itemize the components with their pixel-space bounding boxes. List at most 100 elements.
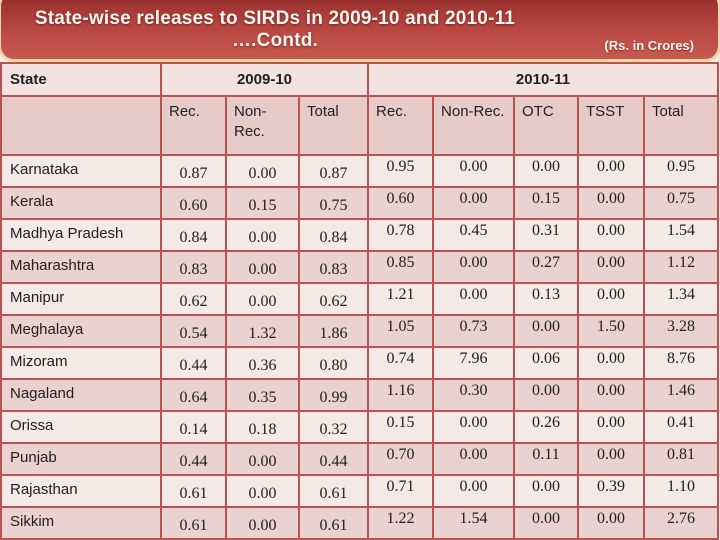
- value-cell: 1.54: [432, 506, 516, 540]
- value-cell: 0.36: [225, 346, 300, 380]
- value-cell: 0.14: [160, 410, 227, 444]
- value-cell: 0.44: [297, 442, 370, 476]
- state-cell: Mizoram: [0, 346, 162, 380]
- value-cell: 0.81: [643, 442, 720, 476]
- title-bar: [0, 0, 720, 62]
- value-cell: 0.61: [297, 474, 370, 508]
- value-cell: 8.76: [643, 346, 720, 380]
- value-cell: 0.87: [160, 154, 227, 188]
- table-row: Manipur 0.62 0.00 0.62 1.21 0.00 0.13 0.…: [0, 282, 720, 316]
- value-cell: 2.76: [643, 506, 720, 540]
- value-cell: 0.00: [577, 506, 646, 540]
- state-cell: Maharashtra: [0, 250, 162, 284]
- value-cell: 0.00: [225, 442, 300, 476]
- value-cell: 0.15: [225, 186, 300, 220]
- value-cell: 0.60: [160, 186, 227, 220]
- value-cell: 0.00: [577, 410, 646, 444]
- value-cell: 1.22: [367, 506, 435, 540]
- value-cell: 0.78: [367, 218, 435, 252]
- value-cell: 0.95: [367, 154, 435, 188]
- state-cell: Punjab: [0, 442, 162, 476]
- value-cell: 0.00: [577, 282, 646, 316]
- value-cell: 0.00: [225, 506, 300, 540]
- value-cell: 0.61: [160, 506, 227, 540]
- value-cell: 0.75: [297, 186, 370, 220]
- value-cell: 0.74: [367, 346, 435, 380]
- table-row: Mizoram 0.44 0.36 0.80 0.74 7.96 0.06 0.…: [0, 346, 720, 380]
- table-row: Orissa 0.14 0.18 0.32 0.15 0.00 0.26 0.0…: [0, 410, 720, 444]
- subheader-rec-2009: Rec.: [160, 95, 227, 156]
- value-cell: 0.73: [432, 314, 516, 348]
- value-cell: 0.00: [513, 314, 580, 348]
- subheader-nonrec-2009: Non-Rec.: [225, 95, 300, 156]
- state-cell: Rajasthan: [0, 474, 162, 508]
- value-cell: 1.21: [367, 282, 435, 316]
- value-cell: 0.83: [160, 250, 227, 284]
- year-group-2010-11: 2010-11: [367, 62, 720, 97]
- value-cell: 0.95: [643, 154, 720, 188]
- value-cell: 1.86: [297, 314, 370, 348]
- table-row: Madhya Pradesh 0.84 0.00 0.84 0.78 0.45 …: [0, 218, 720, 252]
- value-cell: 0.87: [297, 154, 370, 188]
- value-cell: 0.99: [297, 378, 370, 412]
- value-cell: 0.84: [160, 218, 227, 252]
- value-cell: 3.28: [643, 314, 720, 348]
- page-title: State-wise releases to SIRDs in 2009-10 …: [34, 8, 516, 51]
- value-cell: 1.16: [367, 378, 435, 412]
- value-cell: 0.39: [577, 474, 646, 508]
- subheader-tsst-2010: TSST: [577, 95, 646, 156]
- value-cell: 0.00: [432, 410, 516, 444]
- value-cell: 0.00: [432, 442, 516, 476]
- table-row: Kerala 0.60 0.15 0.75 0.60 0.00 0.15 0.0…: [0, 186, 720, 220]
- value-cell: 0.00: [432, 282, 516, 316]
- value-cell: 0.64: [160, 378, 227, 412]
- value-cell: 0.35: [225, 378, 300, 412]
- subheader-total-2010: Total: [643, 95, 720, 156]
- value-cell: 0.00: [432, 186, 516, 220]
- value-cell: 0.00: [577, 154, 646, 188]
- value-cell: 0.00: [225, 282, 300, 316]
- unit-note: (Rs. in Crores): [604, 38, 694, 53]
- value-cell: 1.50: [577, 314, 646, 348]
- value-cell: 0.00: [432, 474, 516, 508]
- sub-header-row: Rec. Non-Rec. Total Rec. Non-Rec. OTC TS…: [0, 95, 720, 156]
- table-row: Sikkim 0.61 0.00 0.61 1.22 1.54 0.00 0.0…: [0, 506, 720, 540]
- value-cell: 0.00: [225, 154, 300, 188]
- subheader-rec-2010: Rec.: [367, 95, 435, 156]
- value-cell: 0.62: [297, 282, 370, 316]
- value-cell: 0.00: [225, 218, 300, 252]
- value-cell: 0.11: [513, 442, 580, 476]
- value-cell: 0.61: [160, 474, 227, 508]
- value-cell: 0.32: [297, 410, 370, 444]
- group-header-row: State 2009-10 2010-11: [0, 62, 720, 97]
- value-cell: 0.00: [513, 506, 580, 540]
- table-row: Maharashtra 0.83 0.00 0.83 0.85 0.00 0.2…: [0, 250, 720, 284]
- state-column-spacer: [0, 95, 162, 156]
- state-column-header: State: [0, 62, 162, 97]
- value-cell: 0.27: [513, 250, 580, 284]
- state-cell: Kerala: [0, 186, 162, 220]
- value-cell: 0.26: [513, 410, 580, 444]
- value-cell: 0.00: [432, 154, 516, 188]
- value-cell: 0.00: [577, 218, 646, 252]
- value-cell: 0.00: [577, 378, 646, 412]
- value-cell: 0.41: [643, 410, 720, 444]
- value-cell: 1.12: [643, 250, 720, 284]
- value-cell: 0.45: [432, 218, 516, 252]
- subheader-otc-2010: OTC: [513, 95, 580, 156]
- state-cell: Meghalaya: [0, 314, 162, 348]
- value-cell: 0.00: [577, 250, 646, 284]
- value-cell: 0.00: [577, 186, 646, 220]
- value-cell: 0.71: [367, 474, 435, 508]
- subheader-nonrec-2010: Non-Rec.: [432, 95, 516, 156]
- state-cell: Madhya Pradesh: [0, 218, 162, 252]
- value-cell: 0.00: [577, 442, 646, 476]
- value-cell: 1.10: [643, 474, 720, 508]
- releases-table-wrap: State 2009-10 2010-11 Rec. Non-Rec. Tota…: [0, 62, 720, 540]
- value-cell: 1.54: [643, 218, 720, 252]
- value-cell: 0.61: [297, 506, 370, 540]
- value-cell: 0.84: [297, 218, 370, 252]
- state-cell: Manipur: [0, 282, 162, 316]
- value-cell: 0.83: [297, 250, 370, 284]
- value-cell: 0.54: [160, 314, 227, 348]
